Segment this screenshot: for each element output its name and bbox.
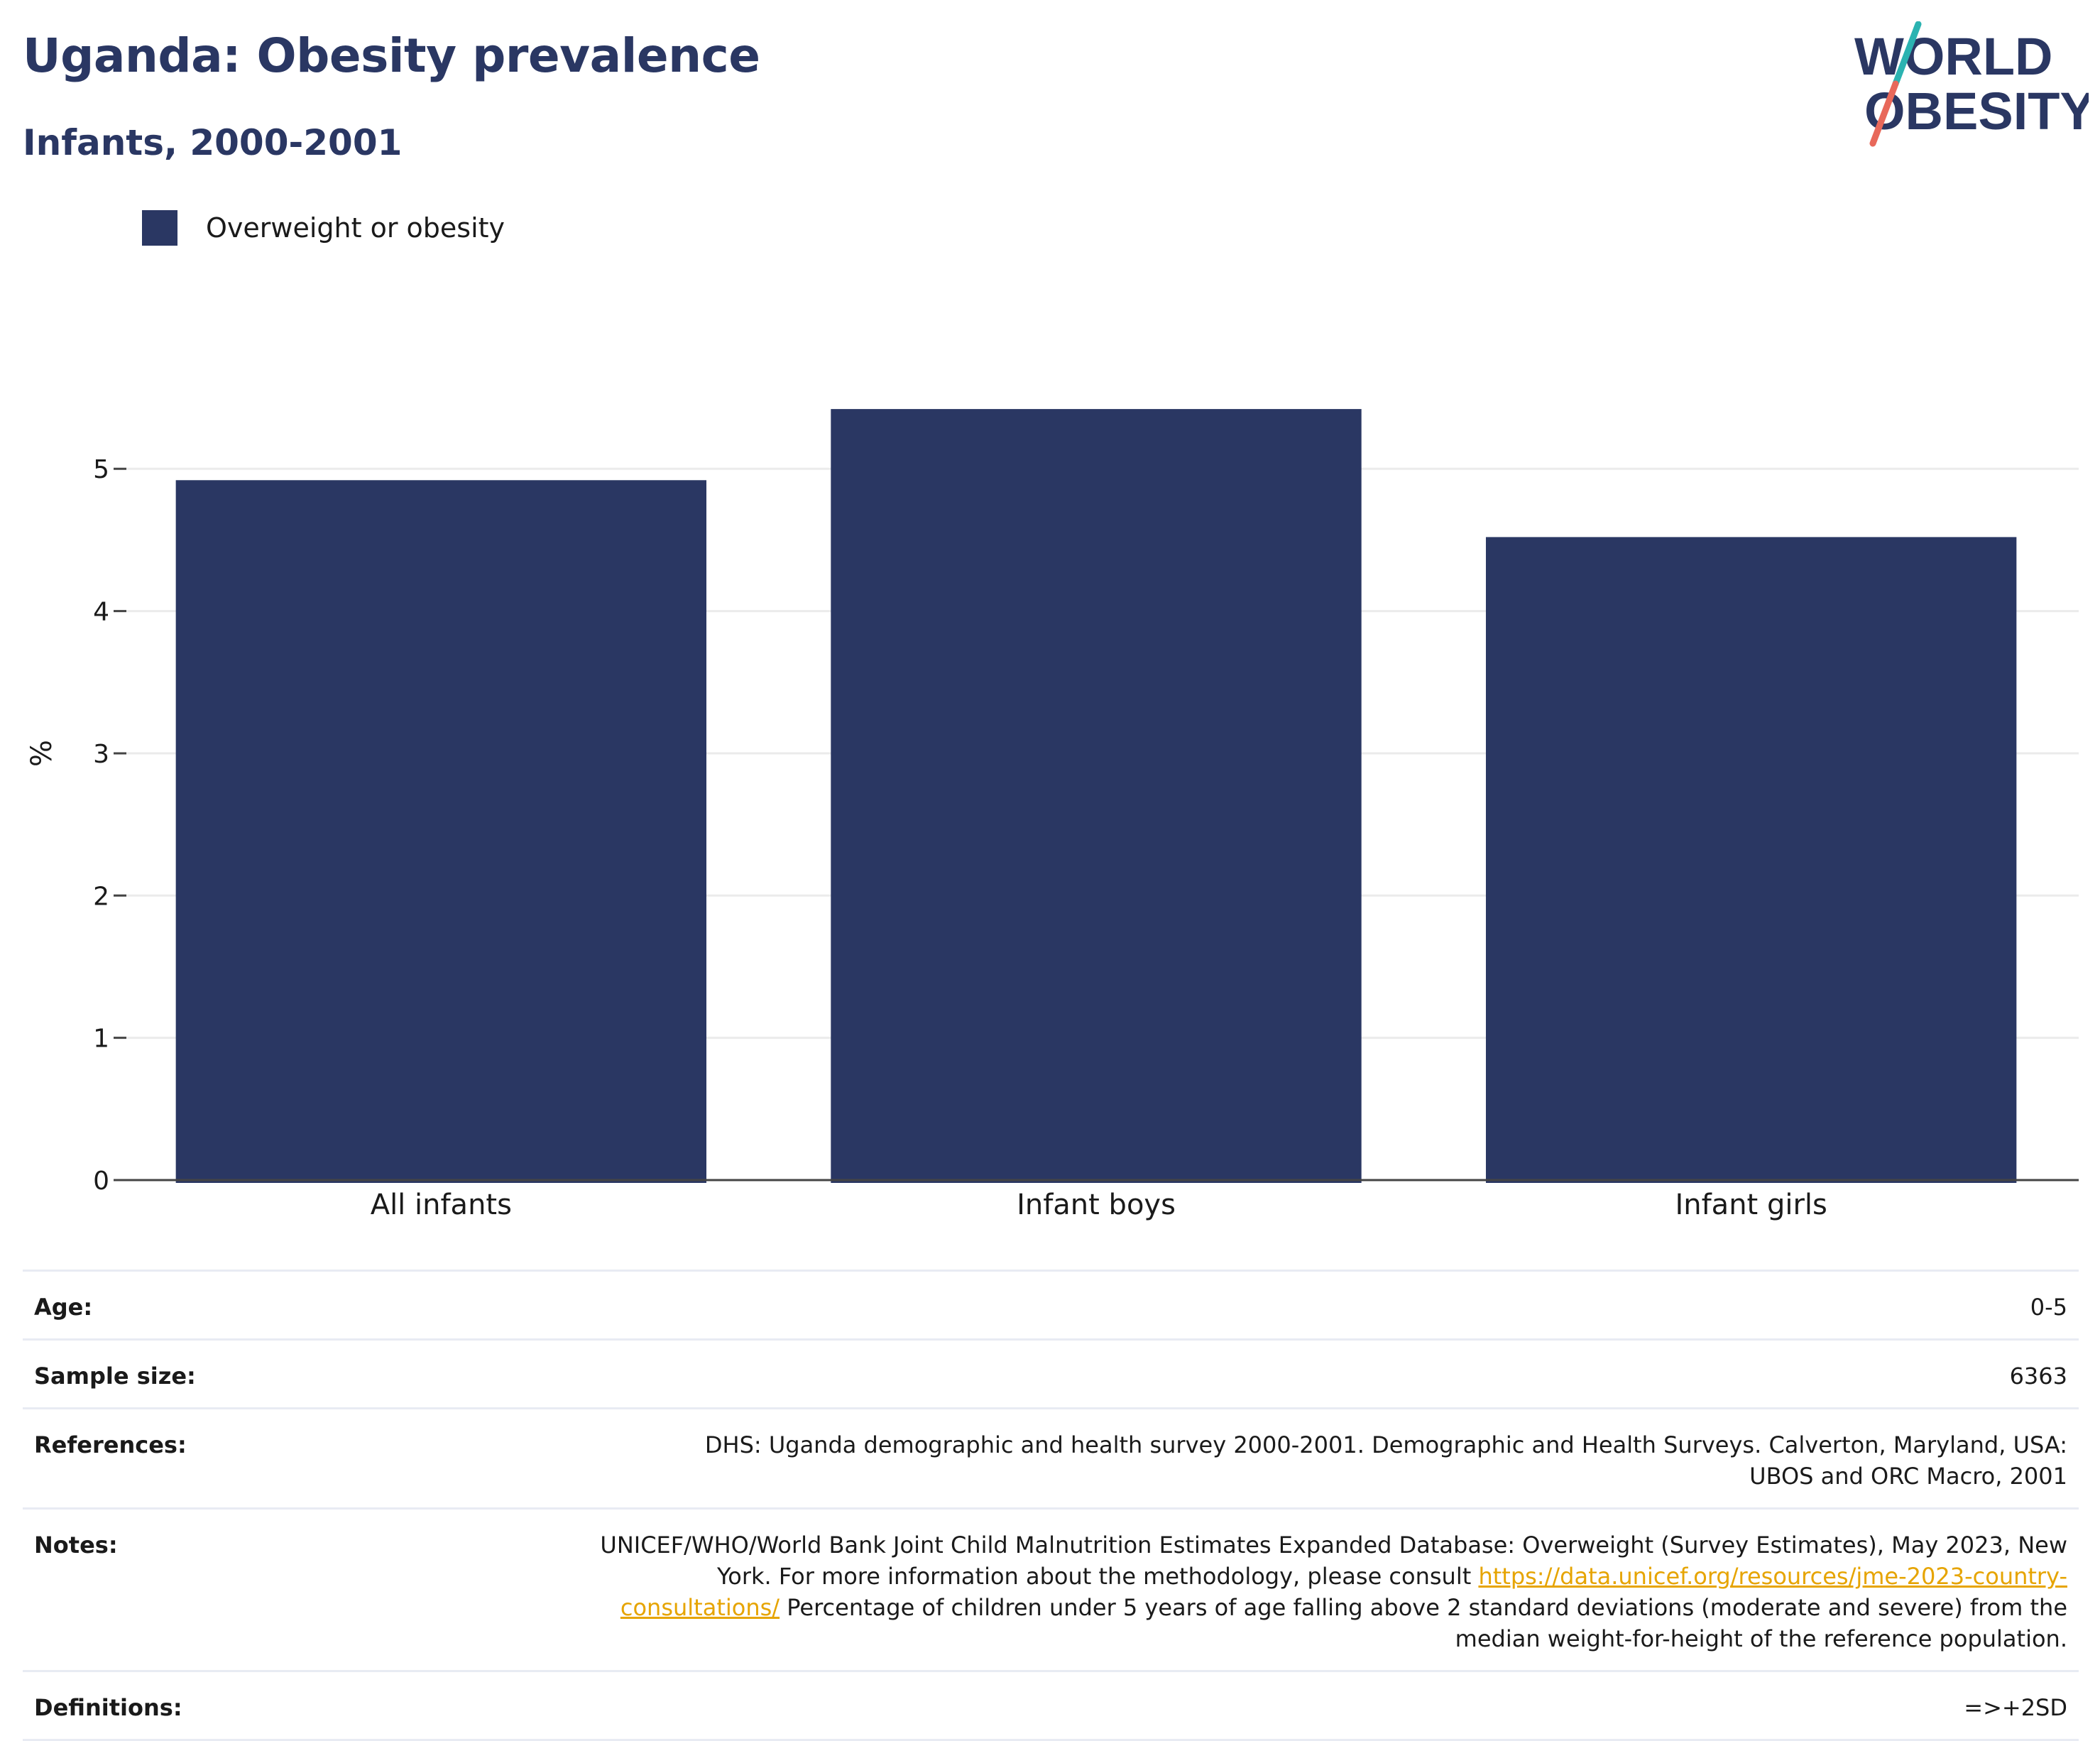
info-table: Age: 0-5 Sample size: 6363 References: D…: [23, 1270, 2079, 1741]
notes-label: Notes:: [34, 1532, 118, 1559]
sample-size-label: Sample size:: [34, 1363, 196, 1390]
y-tick-label: 5: [93, 455, 109, 484]
x-tick-label: Infant boys: [1017, 1189, 1176, 1221]
page-subtitle: Infants, 2000-2001: [23, 122, 403, 163]
x-tick-label: All infants: [371, 1189, 512, 1221]
notes-value: UNICEF/WHO/World Bank Joint Child Malnut…: [591, 1529, 2067, 1654]
legend-swatch: [142, 210, 177, 246]
info-row-sample-size: Sample size: 6363: [23, 1338, 2079, 1407]
bar: [1485, 537, 2017, 1183]
sample-size-value: 6363: [2009, 1363, 2067, 1390]
age-value: 0-5: [2030, 1294, 2067, 1321]
definitions-value: =>+2SD: [1964, 1694, 2067, 1721]
world-obesity-logo: WORLD OBESITY: [1854, 21, 2095, 149]
y-tick-label: 2: [93, 882, 109, 911]
logo-line-1: WORLD: [1854, 27, 2053, 86]
info-row-notes: Notes: UNICEF/WHO/World Bank Joint Child…: [23, 1507, 2079, 1670]
x-tick-label: Infant girls: [1675, 1189, 1827, 1221]
y-tick-label: 1: [93, 1025, 109, 1054]
info-row-definitions: Definitions: =>+2SD: [23, 1670, 2079, 1741]
age-label: Age:: [34, 1294, 93, 1321]
notes-text-before: UNICEF/WHO/World Bank Joint Child Malnut…: [600, 1532, 2067, 1590]
bar: [831, 409, 1362, 1183]
info-row-age: Age: 0-5: [23, 1270, 2079, 1338]
info-row-references: References: DHS: Uganda demographic and …: [23, 1407, 2079, 1507]
logo-line-2: OBESITY: [1864, 82, 2089, 141]
y-axis-label: %: [26, 740, 58, 767]
legend-label: Overweight or obesity: [206, 212, 505, 244]
chart-legend: Overweight or obesity: [142, 210, 505, 246]
y-tick-label: 0: [93, 1167, 109, 1196]
page-title: Uganda: Obesity prevalence: [23, 28, 760, 83]
bar: [175, 480, 707, 1183]
y-tick-label: 3: [93, 740, 109, 769]
references-value: DHS: Uganda demographic and health surve…: [704, 1431, 2067, 1490]
notes-text-after: Percentage of children under 5 years of …: [780, 1594, 2067, 1652]
definitions-label: Definitions:: [34, 1694, 182, 1721]
bar-chart: 0 1 2 3 4 5% All infants Infant boys Infant girl…: [26, 409, 2079, 1221]
notes-link[interactable]: https://data.unicef.org/resources/jme-20…: [620, 1563, 2067, 1621]
references-label: References:: [34, 1431, 187, 1458]
y-tick-label: 4: [93, 598, 109, 627]
